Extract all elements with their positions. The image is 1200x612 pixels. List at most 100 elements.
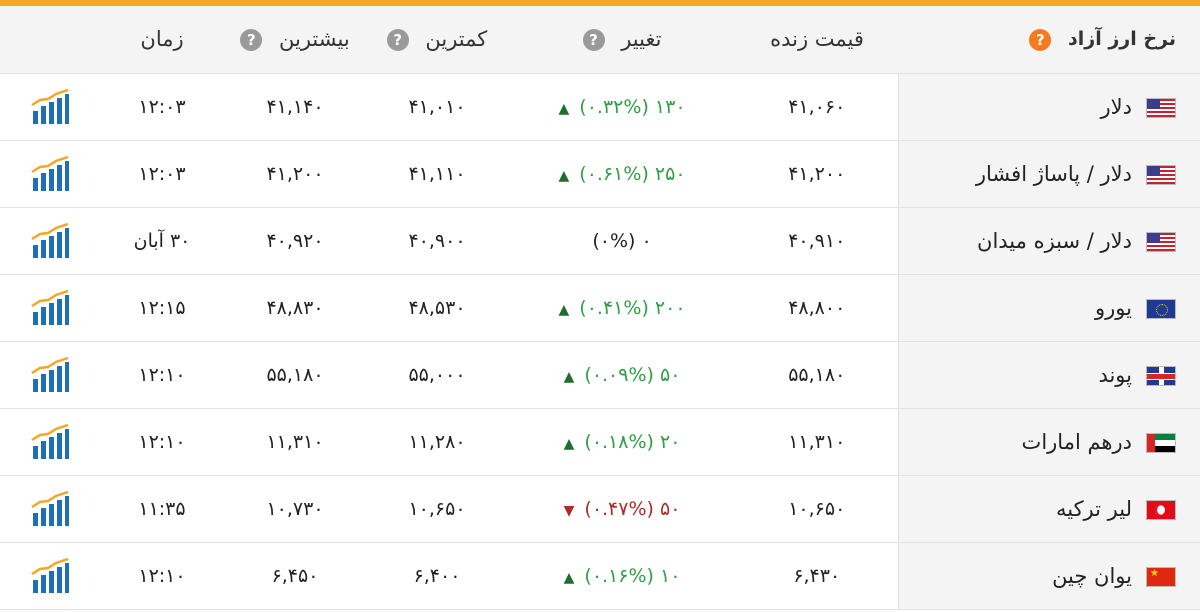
currency-name-cell[interactable]: یوان چین [897, 542, 1200, 610]
triangle-up-icon: ▲ [563, 569, 575, 586]
live-price: ۴۸,۸۰۰ [788, 296, 846, 319]
time-cell: ۱۱:۳۵ [100, 475, 224, 543]
currency-name-cell[interactable]: پوند [897, 341, 1200, 409]
high-cell: ۵۵,۱۸۰ [224, 341, 366, 409]
time-value: ۱۱:۳۵ [138, 497, 186, 520]
change-percent: (۰.۳۲%) [579, 95, 649, 118]
time-value: ۱۲:۱۰ [138, 430, 186, 453]
change-percent: (۰.۴۱%) [579, 296, 649, 319]
change-value: ۵۰ [660, 363, 681, 386]
time-cell: ۱۲:۱۰ [100, 542, 224, 610]
bar-chart-icon[interactable] [30, 222, 70, 259]
title-help-icon[interactable]: ? [1029, 28, 1052, 51]
low-value: ۱۰,۶۵۰ [408, 497, 466, 520]
live-price: ۱۰,۶۵۰ [788, 497, 846, 520]
change-cell: ۵۰ (۰.۴۷%) ▼ [508, 475, 736, 543]
currency-name[interactable]: دلار / سبزه میدان [977, 228, 1132, 253]
high-value: ۴۸,۸۳۰ [266, 296, 324, 319]
table-row: یوان چین ۶,۴۳۰ ۱۰ (۰.۱۶%) ▲ ۶,۴۰۰ ۶,۴۵۰ … [0, 542, 1200, 610]
cn-flag-icon [1146, 566, 1176, 587]
low-cell: ۵۵,۰۰۰ [366, 341, 508, 409]
low-cell: ۴۰,۹۰۰ [366, 207, 508, 275]
live-price-cell: ۵۵,۱۸۰ [736, 341, 898, 409]
header-live-price-label: قیمت زنده [770, 27, 864, 52]
bar-chart-icon[interactable] [30, 490, 70, 527]
change-value-group: ۰ (۰%) [592, 230, 651, 252]
chart-cell [0, 140, 100, 208]
chart-cell [0, 207, 100, 275]
chart-cell [0, 341, 100, 409]
time-cell: ۱۲:۱۰ [100, 408, 224, 476]
header-change: تغییر ? [508, 6, 736, 74]
chart-cell [0, 475, 100, 543]
change-cell: ۲۰ (۰.۱۸%) ▲ [508, 408, 736, 476]
low-cell: ۴۸,۵۳۰ [366, 274, 508, 342]
bar-chart-icon[interactable] [30, 557, 70, 594]
high-value: ۴۰,۹۲۰ [266, 229, 324, 252]
triangle-down-icon: ▼ [563, 502, 575, 519]
live-price-cell: ۶,۴۳۰ [736, 542, 898, 610]
header-high: بیشترین ? [224, 6, 366, 74]
table-row: لیر ترکیه ۱۰,۶۵۰ ۵۰ (۰.۴۷%) ▼ ۱۰,۶۵۰ ۱۰,… [0, 475, 1200, 543]
currency-name[interactable]: یوان چین [1052, 563, 1132, 588]
currency-name[interactable]: یورو [1095, 295, 1132, 320]
currency-name[interactable]: درهم امارات [1021, 429, 1132, 454]
bar-chart-icon[interactable] [30, 88, 70, 125]
table-header-row: نرخ ارز آزاد ? قیمت زنده تغییر ? کمترین … [0, 6, 1200, 74]
header-chart [0, 6, 100, 74]
currency-name[interactable]: دلار [1100, 94, 1132, 119]
us-flag-icon [1146, 164, 1176, 185]
change-value-group: ۱۰ (۰.۱۶%) ▲ [564, 565, 681, 587]
time-value: ۳۰ آبان [133, 229, 191, 252]
low-value: ۴۰,۹۰۰ [408, 229, 466, 252]
currency-name-cell[interactable]: دلار [897, 73, 1200, 141]
live-price-cell: ۴۸,۸۰۰ [736, 274, 898, 342]
chart-cell [0, 408, 100, 476]
triangle-up-icon: ▲ [563, 435, 575, 452]
change-cell: ۵۰ (۰.۰۹%) ▲ [508, 341, 736, 409]
change-cell: ۱۳۰ (۰.۳۲%) ▲ [508, 73, 736, 141]
currency-name-cell[interactable]: یورو [897, 274, 1200, 342]
time-cell: ۱۲:۱۵ [100, 274, 224, 342]
bar-chart-icon[interactable] [30, 423, 70, 460]
live-price: ۶,۴۳۰ [793, 564, 841, 587]
change-value: ۰ [641, 229, 652, 252]
high-help-icon[interactable]: ? [240, 29, 263, 52]
currency-name[interactable]: لیر ترکیه [1055, 496, 1132, 521]
change-help-icon[interactable]: ? [582, 29, 605, 52]
high-value: ۶,۴۵۰ [271, 564, 319, 587]
ae-flag-icon [1146, 432, 1176, 453]
low-value: ۴۱,۱۱۰ [408, 162, 466, 185]
currency-name[interactable]: دلار / پاساژ افشار [975, 161, 1132, 186]
change-percent: (۰.۴۷%) [584, 497, 654, 520]
currency-name-cell[interactable]: دلار / پاساژ افشار [897, 140, 1200, 208]
bar-chart-icon[interactable] [30, 356, 70, 393]
header-change-label: تغییر [621, 27, 662, 52]
currency-name-cell[interactable]: دلار / سبزه میدان [897, 207, 1200, 275]
high-cell: ۱۰,۷۳۰ [224, 475, 366, 543]
header-time: زمان [100, 6, 224, 74]
live-price-cell: ۱۰,۶۵۰ [736, 475, 898, 543]
header-live-price: قیمت زنده [736, 6, 898, 74]
currency-name[interactable]: پوند [1098, 362, 1132, 387]
change-value-group: ۵۰ (۰.۰۹%) ▲ [564, 364, 681, 386]
change-cell: ۲۰۰ (۰.۴۱%) ▲ [508, 274, 736, 342]
live-price-cell: ۴۱,۲۰۰ [736, 140, 898, 208]
low-help-icon[interactable]: ? [386, 29, 409, 52]
high-cell: ۴۱,۱۴۰ [224, 73, 366, 141]
change-cell: ۲۵۰ (۰.۶۱%) ▲ [508, 140, 736, 208]
high-value: ۱۱,۳۱۰ [266, 430, 324, 453]
change-value-group: ۲۵۰ (۰.۶۱%) ▲ [558, 163, 685, 185]
currency-name-cell[interactable]: لیر ترکیه [897, 475, 1200, 543]
change-percent: (۰.۰۹%) [584, 363, 654, 386]
change-cell: ۱۰ (۰.۱۶%) ▲ [508, 542, 736, 610]
time-cell: ۱۲:۰۳ [100, 140, 224, 208]
high-value: ۱۰,۷۳۰ [266, 497, 324, 520]
bar-chart-icon[interactable] [30, 289, 70, 326]
bar-chart-icon[interactable] [30, 155, 70, 192]
low-cell: ۴۱,۱۱۰ [366, 140, 508, 208]
live-price: ۴۰,۹۱۰ [788, 229, 846, 252]
change-percent: (۰.۶۱%) [579, 162, 649, 185]
currency-name-cell[interactable]: درهم امارات [897, 408, 1200, 476]
